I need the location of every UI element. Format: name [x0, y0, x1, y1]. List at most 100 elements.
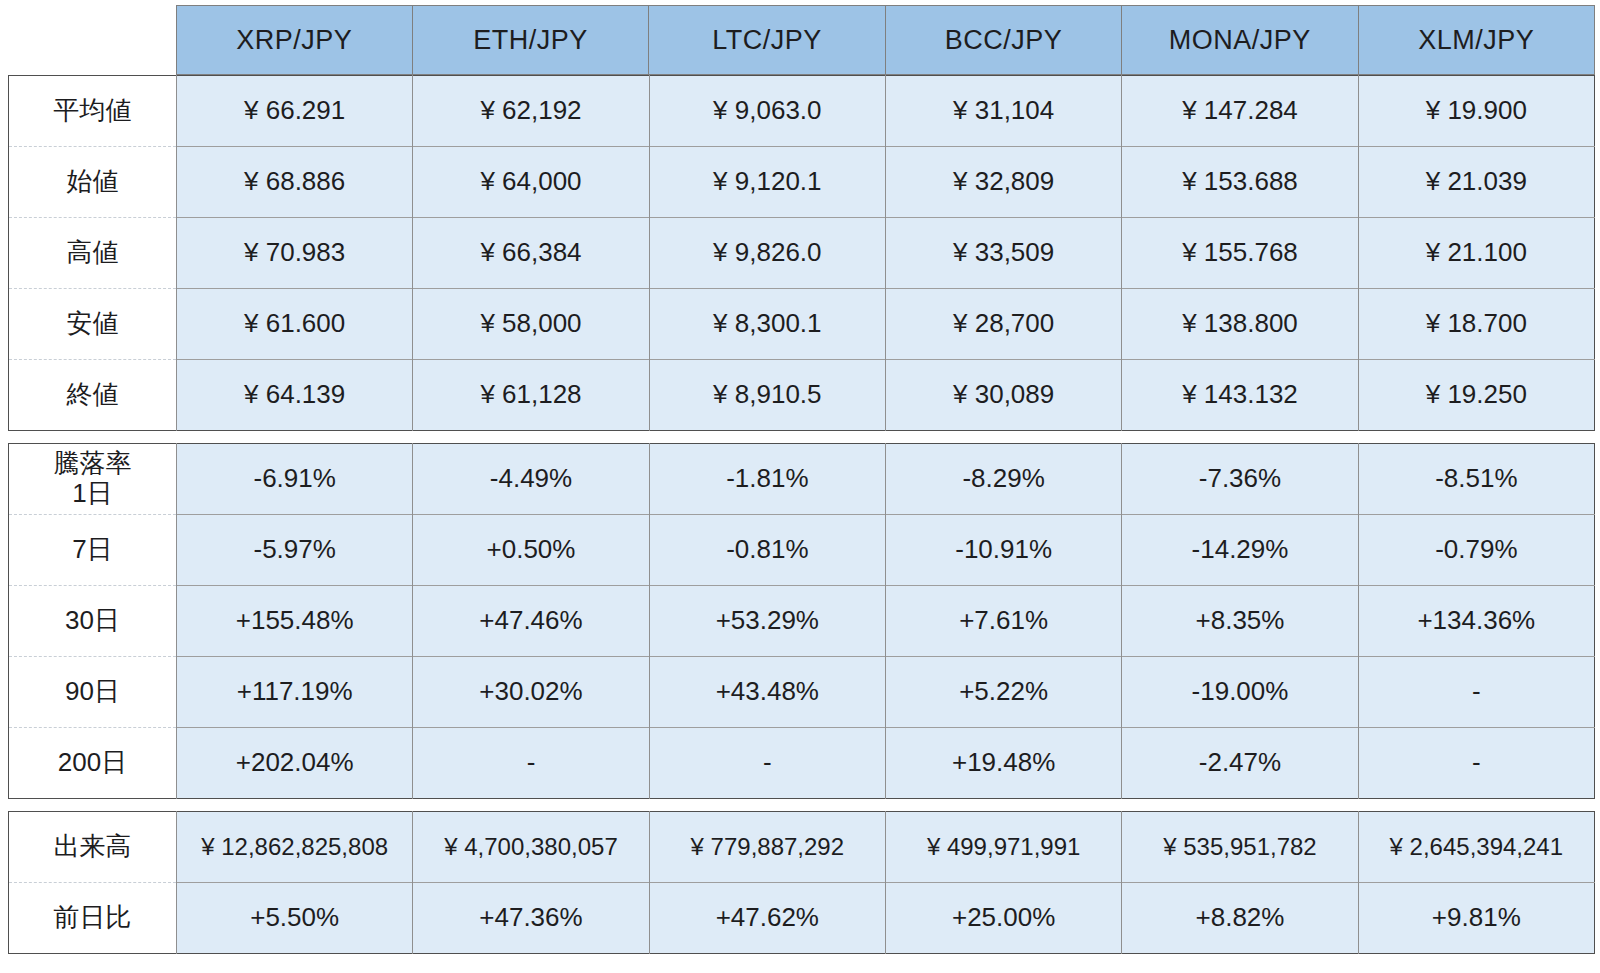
row-label-open: 始値	[9, 147, 177, 218]
row-label-low: 安値	[9, 289, 177, 360]
row-label-change-7d: 7日	[9, 515, 177, 586]
cell-change-7d-ltc-jpy: -0.81%	[649, 515, 885, 586]
cell-change-1d-mona-jpy: -7.36%	[1122, 444, 1358, 515]
cell-change-200d-ltc-jpy: -	[649, 728, 885, 799]
table-row-change-1d: 騰落率1日-6.91%-4.49%-1.81%-8.29%-7.36%-8.51…	[9, 444, 1595, 515]
cell-change-1d-eth-jpy: -4.49%	[413, 444, 649, 515]
cell-change-90d-bcc-jpy: +5.22%	[885, 657, 1121, 728]
cell-change-30d-mona-jpy: +8.35%	[1122, 586, 1358, 657]
row-label-change-30d: 30日	[9, 586, 177, 657]
cell-change-90d-eth-jpy: +30.02%	[413, 657, 649, 728]
cell-change-200d-mona-jpy: -2.47%	[1122, 728, 1358, 799]
cell-high-eth-jpy: ¥ 66,384	[413, 218, 649, 289]
table-row-low: 安値¥ 61.600¥ 58,000¥ 8,300.1¥ 28,700¥ 138…	[9, 289, 1595, 360]
cell-change-90d-mona-jpy: -19.00%	[1122, 657, 1358, 728]
column-header-xlm-jpy: XLM/JPY	[1358, 6, 1594, 75]
cell-change-30d-bcc-jpy: +7.61%	[885, 586, 1121, 657]
cell-volume-ltc-jpy: ¥ 779,887,292	[649, 812, 885, 883]
table-row-volume: 出来高¥ 12,862,825,808¥ 4,700,380,057¥ 779,…	[9, 812, 1595, 883]
row-label-close: 終値	[9, 360, 177, 431]
cell-low-bcc-jpy: ¥ 28,700	[885, 289, 1121, 360]
cell-change-200d-xrp-jpy: +202.04%	[177, 728, 413, 799]
header-row: XRP/JPY ETH/JPY LTC/JPY BCC/JPY MONA/JPY…	[8, 5, 1595, 75]
volume-section: 出来高¥ 12,862,825,808¥ 4,700,380,057¥ 779,…	[8, 811, 1595, 954]
cell-change-1d-bcc-jpy: -8.29%	[885, 444, 1121, 515]
cell-change-7d-xrp-jpy: -5.97%	[177, 515, 413, 586]
cell-change-7d-mona-jpy: -14.29%	[1122, 515, 1358, 586]
cell-average-bcc-jpy: ¥ 31,104	[885, 76, 1121, 147]
cell-average-mona-jpy: ¥ 147.284	[1122, 76, 1358, 147]
section-gap	[8, 431, 1595, 443]
cell-high-xrp-jpy: ¥ 70.983	[177, 218, 413, 289]
cell-vs-prev-day-mona-jpy: +8.82%	[1122, 883, 1358, 954]
table-row-change-90d: 90日+117.19%+30.02%+43.48%+5.22%-19.00%-	[9, 657, 1595, 728]
cell-vs-prev-day-xlm-jpy: +9.81%	[1358, 883, 1594, 954]
table-row-high: 高値¥ 70.983¥ 66,384¥ 9,826.0¥ 33,509¥ 155…	[9, 218, 1595, 289]
cell-change-30d-xlm-jpy: +134.36%	[1358, 586, 1594, 657]
change-rate-section: 騰落率1日-6.91%-4.49%-1.81%-8.29%-7.36%-8.51…	[8, 443, 1595, 799]
cell-low-eth-jpy: ¥ 58,000	[413, 289, 649, 360]
cell-change-7d-bcc-jpy: -10.91%	[885, 515, 1121, 586]
cell-volume-eth-jpy: ¥ 4,700,380,057	[413, 812, 649, 883]
cell-high-ltc-jpy: ¥ 9,826.0	[649, 218, 885, 289]
table-row-change-30d: 30日+155.48%+47.46%+53.29%+7.61%+8.35%+13…	[9, 586, 1595, 657]
column-header-mona-jpy: MONA/JPY	[1122, 6, 1358, 75]
cell-close-mona-jpy: ¥ 143.132	[1122, 360, 1358, 431]
cell-close-eth-jpy: ¥ 61,128	[413, 360, 649, 431]
cell-change-1d-ltc-jpy: -1.81%	[649, 444, 885, 515]
cell-high-mona-jpy: ¥ 155.768	[1122, 218, 1358, 289]
cell-change-7d-eth-jpy: +0.50%	[413, 515, 649, 586]
row-label-change-200d: 200日	[9, 728, 177, 799]
cell-close-xrp-jpy: ¥ 64.139	[177, 360, 413, 431]
cell-vs-prev-day-xrp-jpy: +5.50%	[177, 883, 413, 954]
cell-change-90d-xrp-jpy: +117.19%	[177, 657, 413, 728]
corner-cell	[8, 6, 176, 75]
cell-volume-xrp-jpy: ¥ 12,862,825,808	[177, 812, 413, 883]
section-gap	[8, 799, 1595, 811]
cell-open-xrp-jpy: ¥ 68.886	[177, 147, 413, 218]
cell-low-mona-jpy: ¥ 138.800	[1122, 289, 1358, 360]
cell-average-xrp-jpy: ¥ 66.291	[177, 76, 413, 147]
row-label-high: 高値	[9, 218, 177, 289]
cell-change-30d-ltc-jpy: +53.29%	[649, 586, 885, 657]
cell-open-eth-jpy: ¥ 64,000	[413, 147, 649, 218]
cell-open-bcc-jpy: ¥ 32,809	[885, 147, 1121, 218]
cell-high-xlm-jpy: ¥ 21.100	[1358, 218, 1594, 289]
cell-change-7d-xlm-jpy: -0.79%	[1358, 515, 1594, 586]
cell-high-bcc-jpy: ¥ 33,509	[885, 218, 1121, 289]
cell-change-90d-ltc-jpy: +43.48%	[649, 657, 885, 728]
cell-average-ltc-jpy: ¥ 9,063.0	[649, 76, 885, 147]
column-header-ltc-jpy: LTC/JPY	[649, 6, 885, 75]
table-row-vs-prev-day: 前日比+5.50%+47.36%+47.62%+25.00%+8.82%+9.8…	[9, 883, 1595, 954]
table-row-open: 始値¥ 68.886¥ 64,000¥ 9,120.1¥ 32,809¥ 153…	[9, 147, 1595, 218]
cell-low-xrp-jpy: ¥ 61.600	[177, 289, 413, 360]
cell-change-200d-eth-jpy: -	[413, 728, 649, 799]
cell-vs-prev-day-ltc-jpy: +47.62%	[649, 883, 885, 954]
cell-low-ltc-jpy: ¥ 8,300.1	[649, 289, 885, 360]
cell-change-90d-xlm-jpy: -	[1358, 657, 1594, 728]
cell-vs-prev-day-eth-jpy: +47.36%	[413, 883, 649, 954]
table-row-average: 平均値¥ 66.291¥ 62,192¥ 9,063.0¥ 31,104¥ 14…	[9, 76, 1595, 147]
column-header-eth-jpy: ETH/JPY	[412, 6, 648, 75]
cell-average-xlm-jpy: ¥ 19.900	[1358, 76, 1594, 147]
column-header-bcc-jpy: BCC/JPY	[885, 6, 1121, 75]
price-section: 平均値¥ 66.291¥ 62,192¥ 9,063.0¥ 31,104¥ 14…	[8, 75, 1595, 431]
cell-close-ltc-jpy: ¥ 8,910.5	[649, 360, 885, 431]
cell-open-ltc-jpy: ¥ 9,120.1	[649, 147, 885, 218]
cell-change-30d-eth-jpy: +47.46%	[413, 586, 649, 657]
row-label-vs-prev-day: 前日比	[9, 883, 177, 954]
cell-volume-mona-jpy: ¥ 535,951,782	[1122, 812, 1358, 883]
cell-vs-prev-day-bcc-jpy: +25.00%	[885, 883, 1121, 954]
cell-close-bcc-jpy: ¥ 30,089	[885, 360, 1121, 431]
cell-average-eth-jpy: ¥ 62,192	[413, 76, 649, 147]
cell-close-xlm-jpy: ¥ 19.250	[1358, 360, 1594, 431]
row-label-volume: 出来高	[9, 812, 177, 883]
table-row-change-7d: 7日-5.97%+0.50%-0.81%-10.91%-14.29%-0.79%	[9, 515, 1595, 586]
cell-change-200d-xlm-jpy: -	[1358, 728, 1594, 799]
cell-change-1d-xlm-jpy: -8.51%	[1358, 444, 1594, 515]
table-row-change-200d: 200日+202.04%--+19.48%-2.47%-	[9, 728, 1595, 799]
cell-change-30d-xrp-jpy: +155.48%	[177, 586, 413, 657]
cell-low-xlm-jpy: ¥ 18.700	[1358, 289, 1594, 360]
table-row-close: 終値¥ 64.139¥ 61,128¥ 8,910.5¥ 30,089¥ 143…	[9, 360, 1595, 431]
row-label-change-90d: 90日	[9, 657, 177, 728]
